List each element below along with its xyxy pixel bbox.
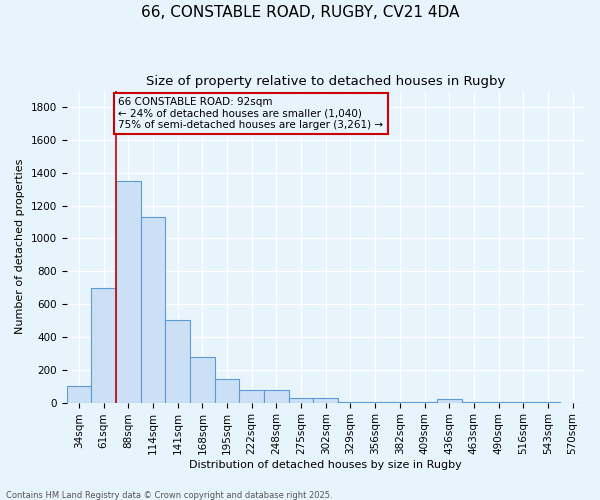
Text: 66, CONSTABLE ROAD, RUGBY, CV21 4DA: 66, CONSTABLE ROAD, RUGBY, CV21 4DA — [141, 5, 459, 20]
Bar — [239, 390, 264, 402]
Text: Contains HM Land Registry data © Crown copyright and database right 2025.: Contains HM Land Registry data © Crown c… — [6, 490, 332, 500]
Text: 66 CONSTABLE ROAD: 92sqm
← 24% of detached houses are smaller (1,040)
75% of sem: 66 CONSTABLE ROAD: 92sqm ← 24% of detach… — [118, 97, 383, 130]
Bar — [116, 181, 140, 402]
Title: Size of property relative to detached houses in Rugby: Size of property relative to detached ho… — [146, 75, 505, 88]
Bar — [264, 390, 289, 402]
Bar — [215, 379, 239, 402]
Bar — [313, 398, 338, 402]
Y-axis label: Number of detached properties: Number of detached properties — [15, 159, 25, 334]
Bar — [67, 386, 91, 402]
Bar — [190, 356, 215, 403]
Bar — [91, 288, 116, 403]
Bar — [165, 320, 190, 402]
X-axis label: Distribution of detached houses by size in Rugby: Distribution of detached houses by size … — [190, 460, 462, 470]
Bar — [437, 400, 461, 402]
Bar — [289, 398, 313, 402]
Bar — [140, 217, 165, 402]
